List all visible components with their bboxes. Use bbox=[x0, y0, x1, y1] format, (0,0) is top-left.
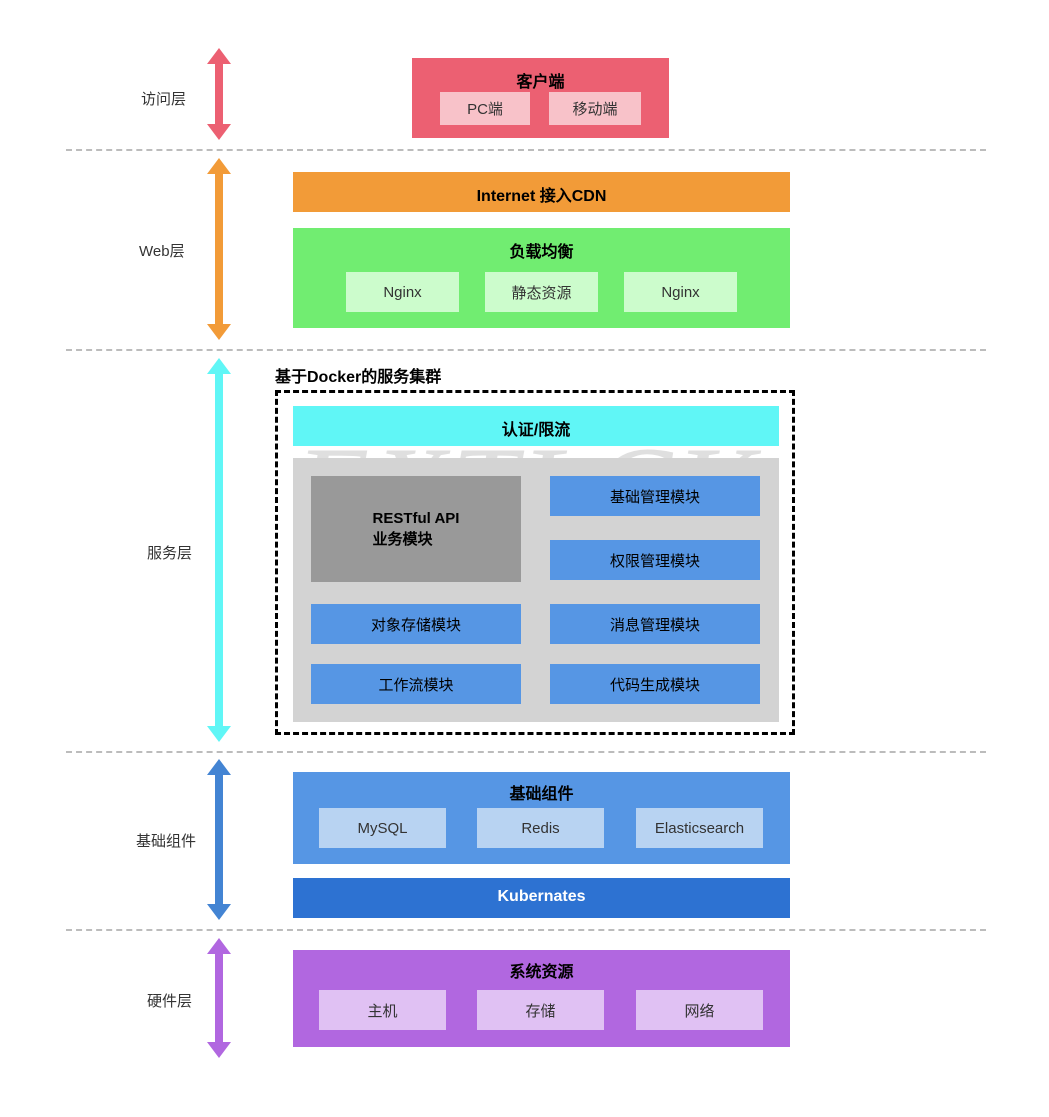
object-storage-module: 对象存储模块 bbox=[311, 604, 521, 644]
lb-nginx-1: Nginx bbox=[346, 272, 459, 312]
layer-divider bbox=[66, 929, 986, 931]
lb-static: 静态资源 bbox=[485, 272, 598, 312]
hw-storage: 存储 bbox=[477, 990, 604, 1030]
client-pc: PC端 bbox=[440, 92, 530, 125]
architecture-diagram: EXTLCK 访问层客户端PC端移动端Web层Internet 接入CDN负载均… bbox=[0, 0, 1049, 1117]
hw-host: 主机 bbox=[319, 990, 446, 1030]
layer-arrow-infra bbox=[209, 759, 229, 920]
layer-divider bbox=[66, 349, 986, 351]
hw-network: 网络 bbox=[636, 990, 763, 1030]
msg-mgmt-module: 消息管理模块 bbox=[550, 604, 760, 644]
workflow-module: 工作流模块 bbox=[311, 664, 521, 704]
layer-arrow-web bbox=[209, 158, 229, 340]
client-block-title: 客户端 bbox=[412, 68, 669, 92]
layer-label-hardware: 硬件层 bbox=[147, 990, 192, 1011]
layer-arrow-hardware bbox=[209, 938, 229, 1058]
infra-redis: Redis bbox=[477, 808, 604, 848]
layer-divider bbox=[66, 751, 986, 753]
k8s-block-title: Kubernates bbox=[293, 888, 790, 906]
layer-label-service: 服务层 bbox=[147, 542, 192, 563]
codegen-module: 代码生成模块 bbox=[550, 664, 760, 704]
infra-mysql: MySQL bbox=[319, 808, 446, 848]
auth-block: 认证/限流 bbox=[293, 406, 779, 446]
layer-divider bbox=[66, 149, 986, 151]
base-mgmt-module: 基础管理模块 bbox=[550, 476, 760, 516]
infra-es: Elasticsearch bbox=[636, 808, 763, 848]
cdn-block-title: Internet 接入CDN bbox=[293, 182, 790, 206]
layer-arrow-service bbox=[209, 358, 229, 742]
client-mobile: 移动端 bbox=[549, 92, 641, 125]
layer-label-access: 访问层 bbox=[141, 88, 186, 109]
layer-label-web: Web层 bbox=[139, 240, 185, 261]
lb-block-title: 负载均衡 bbox=[293, 238, 790, 262]
lb-nginx-2: Nginx bbox=[624, 272, 737, 312]
infra-block-title: 基础组件 bbox=[293, 780, 790, 804]
layer-arrow-access bbox=[209, 48, 229, 140]
cdn-block: Internet 接入CDN bbox=[293, 172, 790, 212]
hw-block-title: 系统资源 bbox=[293, 958, 790, 982]
perm-mgmt-module: 权限管理模块 bbox=[550, 540, 760, 580]
layer-label-infra: 基础组件 bbox=[136, 830, 196, 851]
rest-api-module: RESTful API业务模块 bbox=[311, 476, 521, 582]
k8s-block: Kubernates bbox=[293, 878, 790, 918]
section-title-service: 基于Docker的服务集群 bbox=[275, 363, 441, 387]
auth-block-title: 认证/限流 bbox=[293, 416, 779, 440]
